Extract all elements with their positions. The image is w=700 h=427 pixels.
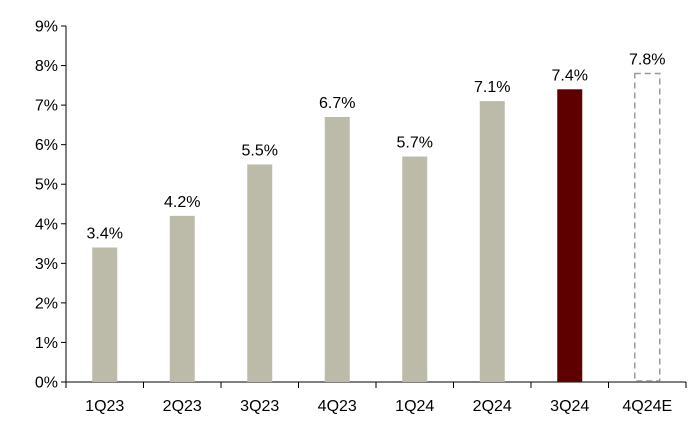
data-label: 7.4% <box>552 67 588 84</box>
y-tick-label: 8% <box>35 58 58 75</box>
x-axis: 1Q23 2Q23 3Q23 4Q23 1Q24 2Q24 3Q24 4Q24E <box>65 381 687 415</box>
bar-2q23 <box>169 215 195 382</box>
data-label: 4.2% <box>164 194 200 211</box>
bar-3q23 <box>247 164 273 382</box>
bar-1q24 <box>402 156 428 382</box>
bar-3q24 <box>557 89 583 383</box>
data-label: 7.1% <box>474 79 510 96</box>
y-tick-label: 5% <box>35 177 58 194</box>
bar-4q23 <box>324 116 350 382</box>
data-labels: 3.4% 4.2% 5.5% 6.7% 5.7% 7.1% 7.4% 7.8% <box>87 51 666 242</box>
bar-2q24 <box>479 101 505 383</box>
data-label: 6.7% <box>319 95 355 112</box>
bar-4q24e <box>634 72 661 382</box>
y-tick-label: 3% <box>35 256 58 273</box>
y-tick-label: 4% <box>35 216 58 233</box>
y-tick-label: 2% <box>35 295 58 312</box>
x-tick-label: 3Q24 <box>550 398 589 415</box>
x-tick-label: 4Q23 <box>318 398 357 415</box>
y-tick-label: 7% <box>35 98 58 115</box>
data-label: 7.8% <box>629 51 665 68</box>
x-tick-label: 1Q24 <box>395 398 434 415</box>
data-label: 5.5% <box>242 142 278 159</box>
x-tick-label: 4Q24E <box>622 398 672 415</box>
y-axis: 0% 1% 2% 3% 4% 5% 6% 7% 8% 9% <box>35 19 67 392</box>
bars <box>92 72 661 383</box>
x-tick-label: 3Q23 <box>240 398 279 415</box>
y-tick-label: 0% <box>35 375 58 392</box>
x-tick-label: 1Q23 <box>85 398 124 415</box>
y-tick-label: 9% <box>35 19 58 36</box>
x-tick-label: 2Q23 <box>163 398 202 415</box>
y-tick-label: 6% <box>35 137 58 154</box>
data-label: 3.4% <box>87 226 123 243</box>
x-tick-label: 2Q24 <box>473 398 512 415</box>
data-label: 5.7% <box>397 135 433 152</box>
bar-1q23 <box>92 247 118 382</box>
y-tick-label: 1% <box>35 335 58 352</box>
